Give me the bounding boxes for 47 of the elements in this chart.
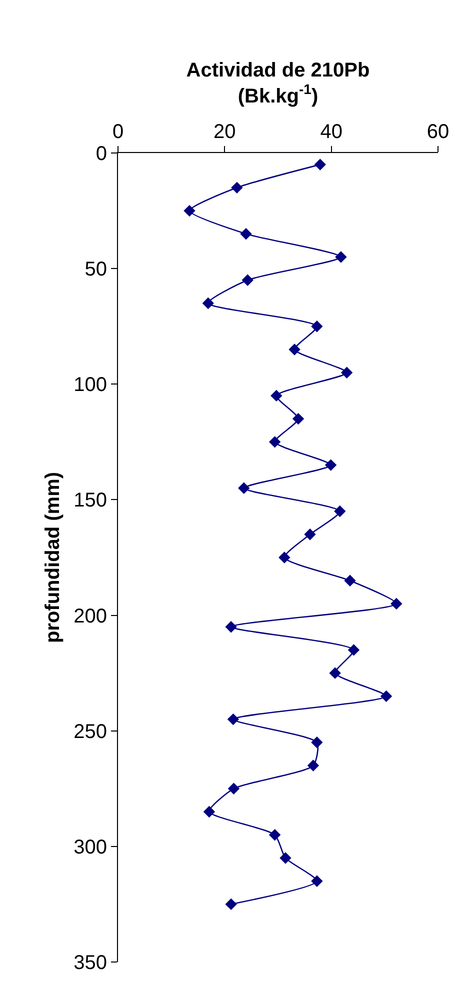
point bbox=[242, 274, 254, 286]
point bbox=[324, 459, 337, 471]
y-tick-label: 350 bbox=[74, 952, 107, 974]
x-axis-title: Actividad de 210Pb (Bk.kg$^{-1}$) bbox=[186, 60, 370, 108]
point bbox=[340, 366, 353, 378]
point bbox=[203, 806, 216, 818]
point bbox=[268, 436, 281, 448]
y-tick-label: 50 bbox=[84, 258, 107, 281]
y-tick-label: 300 bbox=[74, 836, 107, 858]
y-tick-label: 200 bbox=[74, 605, 107, 628]
x-tick-label: 20 bbox=[214, 121, 236, 143]
point bbox=[348, 644, 360, 656]
point bbox=[380, 690, 392, 702]
point bbox=[307, 760, 320, 772]
x-tick-label: 0 bbox=[112, 121, 124, 143]
point bbox=[292, 412, 304, 425]
point bbox=[238, 482, 250, 494]
point bbox=[344, 574, 356, 586]
point bbox=[304, 528, 316, 540]
point bbox=[335, 251, 347, 263]
point bbox=[231, 182, 243, 194]
y-tick-label: 0 bbox=[96, 143, 107, 165]
y-tick-label: 100 bbox=[74, 374, 107, 396]
point bbox=[240, 228, 252, 240]
point bbox=[227, 713, 240, 726]
point bbox=[390, 598, 402, 610]
point bbox=[225, 620, 237, 633]
point bbox=[311, 875, 323, 887]
point bbox=[311, 320, 323, 332]
point bbox=[334, 505, 346, 518]
point bbox=[225, 898, 237, 910]
point bbox=[329, 667, 341, 679]
point bbox=[314, 158, 326, 170]
point bbox=[184, 204, 196, 217]
y-tick-label: 250 bbox=[74, 720, 107, 743]
x-tick-label: 40 bbox=[320, 121, 342, 143]
x-tick-label: 60 bbox=[426, 121, 450, 143]
point bbox=[278, 552, 290, 564]
point bbox=[280, 852, 292, 864]
point bbox=[311, 736, 323, 748]
point bbox=[268, 829, 281, 841]
y-tick-label: 150 bbox=[74, 490, 107, 512]
y-axis-title: profundidad (mm) bbox=[42, 472, 64, 644]
point bbox=[228, 782, 240, 794]
point bbox=[202, 297, 214, 310]
point bbox=[270, 390, 282, 402]
point bbox=[288, 344, 300, 356]
